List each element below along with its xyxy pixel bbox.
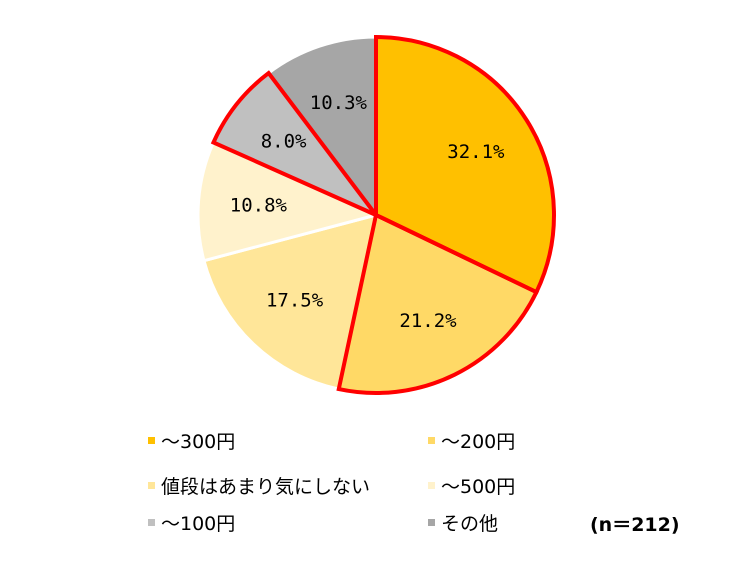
legend: ～300円 ～200円 値段はあまり気にしない ～500円 ～100円 その他 [148, 425, 708, 545]
data-label-other: 10.3% [310, 92, 368, 114]
legend-swatch-100 [148, 518, 155, 526]
highlight-outline-300 [374, 34, 556, 295]
pie-slice-price-indifferent [202, 212, 378, 391]
legend-label-300: ～300円 [161, 430, 236, 453]
legend-swatch-price-indifferent [148, 481, 155, 489]
data-label-200: 21.2% [399, 310, 457, 332]
pie-slice-other [266, 35, 378, 220]
legend-label-500: ～500円 [441, 475, 516, 498]
pie-svg: 32.1% 21.2% 17.5% 10.8% 8.0%10.3% [196, 34, 556, 395]
highlight-outline-100 [210, 70, 378, 217]
legend-label-100: ～100円 [161, 512, 236, 535]
legend-item-100: ～100円 [148, 507, 235, 537]
data-label-price-indifferent: 17.5% [266, 289, 324, 311]
legend-label-other: その他 [441, 512, 499, 535]
legend-swatch-200 [428, 436, 435, 444]
legend-item-300: ～300円 [148, 425, 235, 455]
legend-item-other: その他 [428, 507, 498, 537]
data-label-500: 10.8% [230, 195, 288, 217]
highlight-outline-200 [336, 212, 540, 395]
pie-slice-500 [196, 140, 381, 263]
sample-size-note: (n＝212) [590, 514, 680, 536]
legend-item-price-indifferent: 値段はあまり気にしない [148, 470, 370, 500]
legend-item-500: ～500円 [428, 470, 515, 500]
legend-swatch-300 [148, 436, 155, 444]
data-label-300: 32.1% [447, 141, 505, 163]
legend-swatch-other [428, 518, 435, 526]
data-label-100: 8.0% [261, 131, 307, 153]
legend-swatch-500 [428, 481, 435, 489]
legend-label-price-indifferent: 値段はあまり気にしない [161, 475, 371, 498]
legend-label-200: ～200円 [441, 430, 516, 453]
legend-item-200: ～200円 [428, 425, 515, 455]
